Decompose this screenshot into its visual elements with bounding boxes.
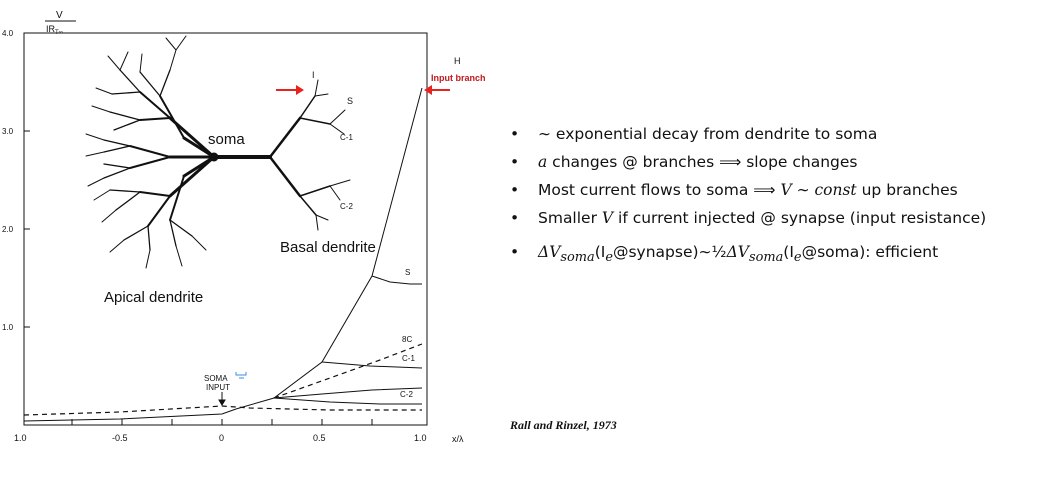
tilde-op: ∼: [791, 181, 815, 199]
bullet-item-efficiency: • ΔVsoma(Ie@synapse)∼½ΔVsoma(Ie@soma): ef…: [510, 241, 1062, 269]
h-label: H: [454, 56, 461, 66]
branch-label-s: S: [347, 96, 353, 106]
x-ticks: [71, 419, 373, 425]
input-branch-arrowhead: [424, 85, 432, 95]
bullet-dot: •: [510, 153, 520, 171]
citation: Rall and Rinzel, 1973: [510, 418, 617, 432]
bullet-item-exponential: • ∼ exponential decay from dendrite to so…: [510, 123, 1062, 151]
x-tick-1: 1.0: [414, 433, 427, 443]
red-arrows: [276, 85, 450, 95]
y-ticks: [24, 32, 30, 328]
y-tick-4: 4.0: [2, 29, 14, 38]
const-word: const: [814, 181, 857, 199]
x-tick-05: 0.5: [313, 433, 326, 443]
curve-label-c2: C-2: [400, 390, 413, 399]
delta-v-1: ΔV: [538, 243, 561, 261]
curve-label-c1: C-1: [402, 354, 415, 363]
input-i-arrowhead: [296, 85, 304, 95]
apical-label: Apical dendrite: [104, 289, 203, 306]
branch-label-c1: C-1: [340, 133, 353, 142]
y-tick-1: 1.0: [2, 323, 14, 332]
soma-input-arrow: [218, 392, 226, 406]
curve-baseline: [23, 408, 237, 422]
x-tick-neg05: -0.5: [112, 433, 128, 443]
sub-soma-2: soma: [748, 250, 784, 266]
y-tick-2: 2.0: [2, 225, 14, 234]
curve-branch-link: [273, 387, 423, 399]
y-tick-3: 3.0: [2, 127, 14, 136]
curve-8c-dashed: [273, 343, 423, 399]
var-v: V: [601, 209, 614, 227]
input-branch-label: Input branch: [431, 73, 486, 83]
tilde-symbol: ∼: [538, 125, 551, 143]
y-label-top: V: [56, 10, 63, 21]
y-label-bottom: IRT∞: [46, 24, 63, 36]
bullet-dot: •: [510, 125, 520, 143]
x-tick-0: 0: [219, 433, 224, 443]
bullet-text: changes @ branches ⟹ slope changes: [547, 153, 858, 171]
bullet-list: • ∼ exponential decay from dendrite to so…: [510, 123, 1062, 269]
bullet-text-2: up branches: [856, 181, 958, 199]
delta-v-2: ΔV: [726, 243, 749, 261]
bullet-dot: •: [510, 243, 520, 261]
sub-soma-1: soma: [560, 250, 595, 266]
at-synapse: @synapse)∼: [612, 243, 712, 261]
paren-1: (I: [594, 243, 606, 261]
branch-label-i: I: [312, 70, 315, 80]
bullet-text-1: Smaller: [538, 209, 602, 227]
cursor-icon: [235, 372, 247, 379]
sub-e-2: e: [793, 250, 802, 266]
curve-label-s: S: [405, 268, 410, 277]
soma-input-curves: [23, 343, 423, 416]
voltage-curves: [23, 87, 423, 422]
bullet-dot: •: [510, 181, 520, 199]
curve-c2: [273, 397, 422, 405]
soma-label: soma: [208, 131, 245, 148]
at-soma-efficient: @soma): efficient: [801, 243, 939, 261]
curve-label-8c: 8C: [402, 335, 412, 344]
bullet-text-1: Most current flows to soma ⟹: [538, 181, 781, 199]
var-v: V: [780, 181, 792, 199]
h-box: [428, 38, 464, 66]
bullet-text-2: if current injected @ synapse (input res…: [613, 209, 987, 227]
x-axis-label: x/λ: [452, 434, 464, 444]
curve-c1: [321, 361, 423, 369]
rall-rinzel-figure: 4.0 3.0 2.0 1.0 V IRT∞ 1.0 -0.5 0 0.5 1.…: [2, 10, 486, 444]
sub-e-1: e: [605, 250, 613, 266]
half-fraction: ½: [711, 243, 727, 261]
var-a: a: [538, 153, 548, 171]
neuron-drawing: [85, 35, 351, 269]
basal-label: Basal dendrite: [280, 239, 376, 256]
x-tick-neg1: 1.0: [14, 433, 27, 443]
bullet-item-smaller-v: • Smaller V if current injected @ synapse…: [510, 207, 1062, 235]
curve-s: [371, 275, 422, 285]
bullet-item-current-flow: • Most current flows to soma ⟹ V ∼ const …: [510, 179, 1062, 207]
paren-2: (I: [783, 243, 794, 261]
bullet-dot: •: [510, 209, 520, 227]
soma-input-label-1: SOMA: [204, 374, 228, 383]
bullet-text: exponential decay from dendrite to soma: [551, 125, 878, 143]
bullet-item-branches: • a changes @ branches ⟹ slope changes: [510, 151, 1062, 179]
branch-label-c2: C-2: [340, 202, 353, 211]
soma-input-label-2: INPUT: [206, 383, 230, 392]
